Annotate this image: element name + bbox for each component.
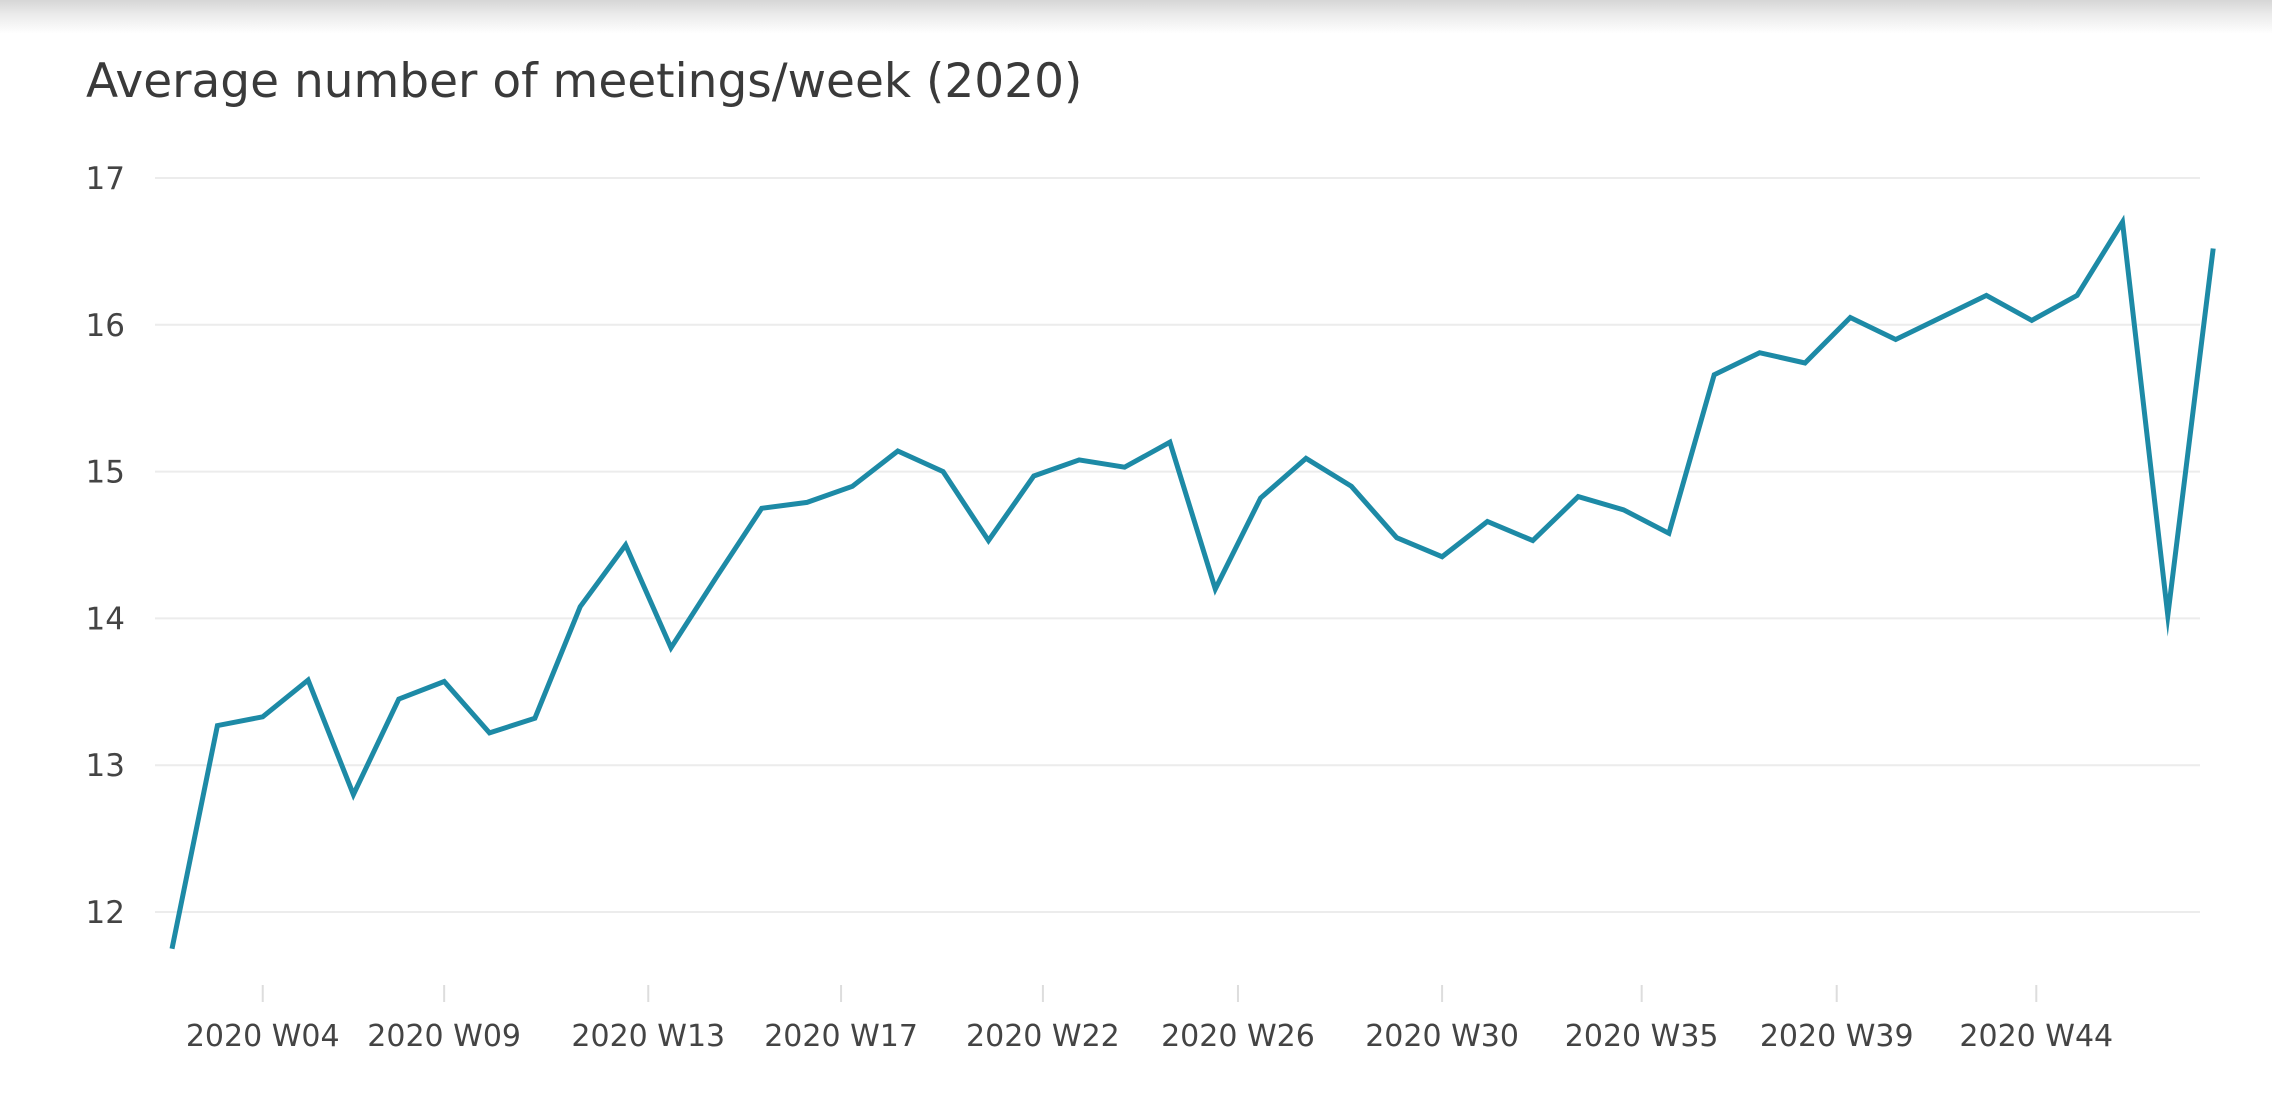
y-axis-ticks: 17 16 15 14 13 12 xyxy=(86,161,125,931)
data-point[interactable] xyxy=(1980,289,1992,301)
data-point[interactable] xyxy=(892,445,904,457)
data-point[interactable] xyxy=(1209,583,1221,595)
data-point[interactable] xyxy=(1754,347,1766,359)
data-point[interactable] xyxy=(1028,470,1040,482)
data-point[interactable] xyxy=(1073,454,1085,466)
data-point[interactable] xyxy=(1527,535,1539,547)
x-tick-label-5: 2020 W26 xyxy=(1161,1019,1315,1054)
x-tick-label-3: 2020 W17 xyxy=(764,1019,918,1054)
data-point[interactable] xyxy=(211,720,223,732)
series-line xyxy=(169,214,2216,950)
data-point[interactable] xyxy=(2071,289,2083,301)
data-point[interactable] xyxy=(756,502,768,514)
data-point[interactable] xyxy=(1708,369,1720,381)
data-point[interactable] xyxy=(982,535,994,547)
y-tick-label-12: 12 xyxy=(86,895,125,931)
data-point[interactable] xyxy=(2207,242,2219,254)
data-point[interactable] xyxy=(1890,333,1902,345)
data-point[interactable] xyxy=(801,496,813,508)
data-point[interactable] xyxy=(257,711,269,723)
y-tick-label-13: 13 xyxy=(86,748,125,784)
data-point[interactable] xyxy=(937,466,949,478)
data-point[interactable] xyxy=(1345,480,1357,492)
y-tick-label-16: 16 xyxy=(86,308,125,344)
x-tick-label-2: 2020 W13 xyxy=(571,1019,725,1054)
data-point[interactable] xyxy=(438,676,450,688)
data-point[interactable] xyxy=(1935,311,1947,323)
y-tick-label-15: 15 xyxy=(86,455,125,491)
x-tick-label-4: 2020 W22 xyxy=(966,1019,1120,1054)
x-tick-label-0: 2020 W04 xyxy=(186,1019,340,1054)
x-axis-ticks: 2020 W04 2020 W09 2020 W13 2020 W17 2020 W22… xyxy=(186,985,2113,1054)
data-point[interactable] xyxy=(1844,311,1856,323)
x-tick-label-8: 2020 W39 xyxy=(1760,1019,1914,1054)
y-tick-label-14: 14 xyxy=(86,601,125,637)
data-point[interactable] xyxy=(1164,436,1176,448)
data-point[interactable] xyxy=(1300,452,1312,464)
top-shadow-bar xyxy=(0,0,2272,34)
x-tick-label-9: 2020 W44 xyxy=(1959,1019,2113,1054)
data-point[interactable] xyxy=(2026,314,2038,326)
data-point[interactable] xyxy=(1663,527,1675,539)
data-point[interactable] xyxy=(710,571,722,583)
grid-lines xyxy=(155,177,2200,913)
data-point[interactable] xyxy=(1799,357,1811,369)
data-point[interactable] xyxy=(166,943,178,955)
data-point[interactable] xyxy=(529,712,541,724)
data-point[interactable] xyxy=(302,674,314,686)
data-point[interactable] xyxy=(1436,551,1448,563)
chart-title: Average number of meetings/week (2020) xyxy=(86,54,1083,109)
data-point[interactable] xyxy=(620,539,632,551)
data-point[interactable] xyxy=(1119,461,1131,473)
data-point[interactable] xyxy=(846,480,858,492)
data-point[interactable] xyxy=(665,642,677,654)
x-tick-label-7: 2020 W35 xyxy=(1565,1019,1719,1054)
data-point[interactable] xyxy=(1255,492,1267,504)
data-point[interactable] xyxy=(574,601,586,613)
data-point[interactable] xyxy=(1572,491,1584,503)
data-point[interactable] xyxy=(1391,532,1403,544)
series-layer xyxy=(166,214,2219,955)
data-point[interactable] xyxy=(1481,516,1493,528)
data-point[interactable] xyxy=(1618,504,1630,516)
data-point[interactable] xyxy=(2116,216,2128,228)
data-point[interactable] xyxy=(484,727,496,739)
x-tick-label-1: 2020 W09 xyxy=(367,1019,521,1054)
x-tick-label-6: 2020 W30 xyxy=(1365,1019,1519,1054)
data-point[interactable] xyxy=(393,693,405,705)
y-tick-label-17: 17 xyxy=(86,161,125,197)
data-point[interactable] xyxy=(2162,609,2174,621)
data-point[interactable] xyxy=(347,789,359,801)
